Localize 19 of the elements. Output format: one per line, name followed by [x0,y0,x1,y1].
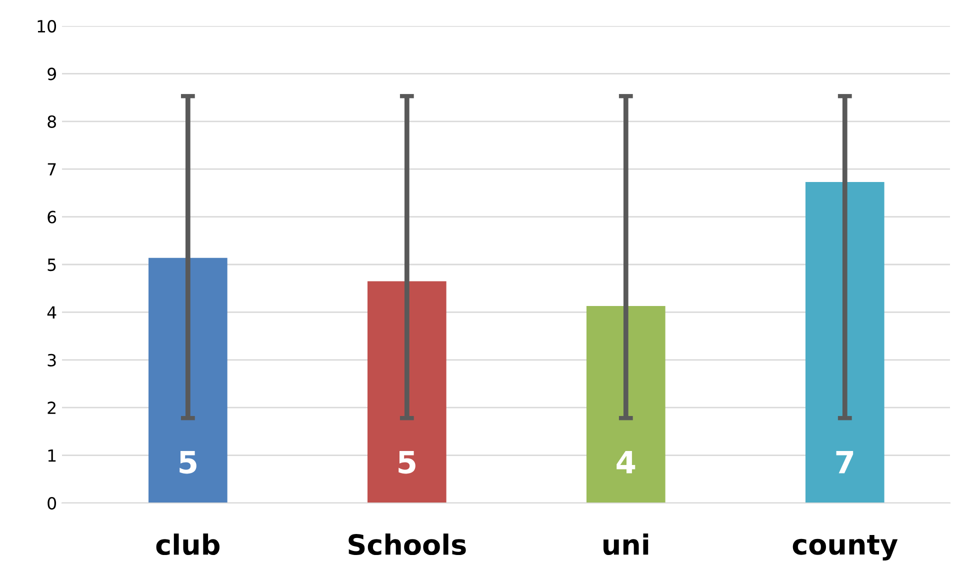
y-tick-label: 9 [48,68,56,80]
x-tick-label: club [156,534,220,556]
y-tick-label: 0 [48,496,56,510]
data-label: 5 [180,450,196,474]
data-label: 4 [616,450,636,474]
x-tick-label: county [792,534,898,560]
data-label: 7 [836,450,854,474]
y-tick-label: 1 [48,449,56,462]
y-tick-label: 6 [48,210,56,224]
y-tick-label: 4 [47,306,56,319]
x-tick-label: Schools [348,534,466,556]
y-tick-label: 3 [48,354,56,366]
y-tick-label: 8 [48,115,56,128]
x-tick-label: uni [604,534,648,556]
y-tick-label: 5 [48,258,56,272]
y-tick-label: 2 [48,402,56,414]
data-label: 5 [398,450,416,474]
y-tick-label: 10 [38,20,56,33]
y-tick-label: 7 [48,163,56,176]
